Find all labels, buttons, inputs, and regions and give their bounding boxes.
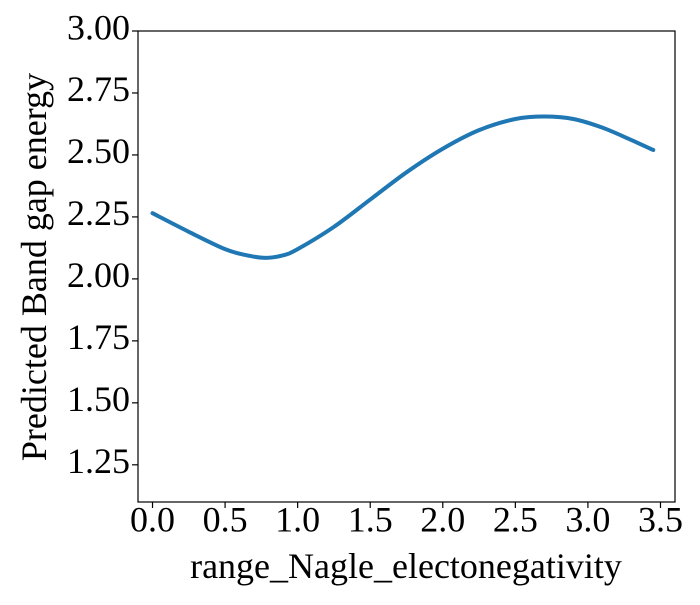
y-tick-label: 1.25 xyxy=(67,441,130,481)
y-axis-label: Predicted Band gap energy xyxy=(14,73,54,461)
x-tick-label: 2.5 xyxy=(493,500,538,540)
plot-frame xyxy=(137,30,676,503)
x-tick-label: 2.0 xyxy=(420,500,465,540)
x-axis-label: range_Nagle_electonegativity xyxy=(190,546,622,586)
y-tick-label: 2.50 xyxy=(67,131,130,171)
series-layer xyxy=(150,114,656,260)
y-tick-label: 2.25 xyxy=(67,193,130,233)
x-tick-label: 0.0 xyxy=(130,500,175,540)
x-tick-label: 0.5 xyxy=(203,500,248,540)
y-tick-label: 2.00 xyxy=(67,255,130,295)
plot-area-background xyxy=(138,31,675,502)
y-tick-label: 1.50 xyxy=(67,379,130,419)
x-tick-label: 1.0 xyxy=(275,500,320,540)
y-tick-label: 1.75 xyxy=(67,317,130,357)
x-tick-label: 1.5 xyxy=(348,500,393,540)
x-tick-label: 3.5 xyxy=(638,500,683,540)
y-axis-ticks: 1.25 1.50 1.75 2.00 2.25 2.50 2.75 3.00 xyxy=(67,7,138,481)
series-line xyxy=(150,114,656,260)
x-axis-ticks: 0.0 0.5 1.0 1.5 2.0 2.5 3.0 3.5 xyxy=(130,500,683,540)
y-tick-label: 3.00 xyxy=(67,7,130,47)
y-tick-label: 2.75 xyxy=(67,69,130,109)
x-tick-label: 3.0 xyxy=(565,500,610,540)
